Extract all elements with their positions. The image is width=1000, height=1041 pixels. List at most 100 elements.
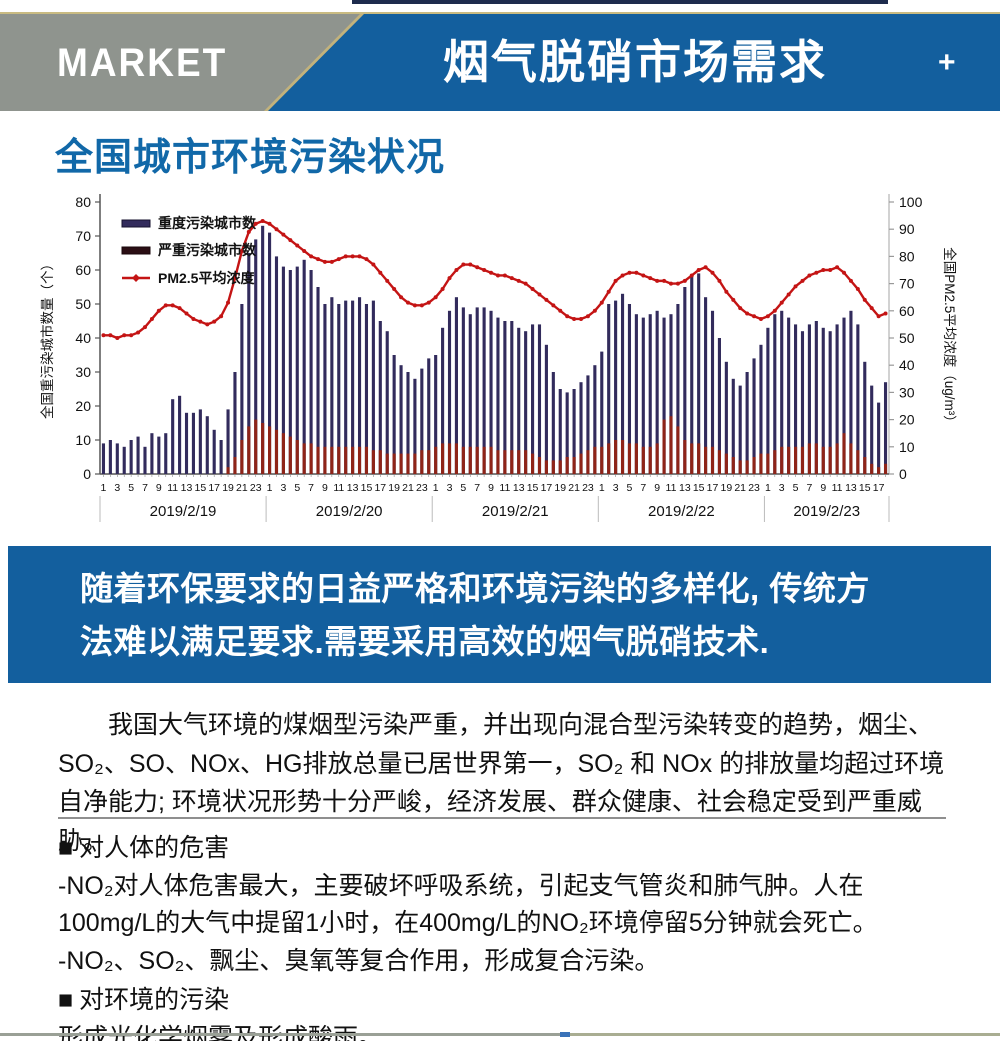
list-heading-human-text: 对人体的危害 <box>79 834 230 862</box>
svg-text:7: 7 <box>308 482 314 494</box>
svg-text:9: 9 <box>654 482 660 494</box>
section-title: 全国城市环境污染状况 <box>55 137 446 179</box>
list-item: -NO₂、SO₂、飘尘、臭氧等复合作用，形成复合污染。 <box>58 946 660 975</box>
svg-text:17: 17 <box>208 482 220 494</box>
svg-text:50: 50 <box>75 296 91 312</box>
svg-text:23: 23 <box>748 482 760 494</box>
svg-text:1: 1 <box>267 482 273 494</box>
list-item: -NO₂对人体危害最大，主要破坏呼吸系统，引起支气管炎和肺气肿。人在100mg/… <box>58 871 878 938</box>
svg-text:全国PM2.5平均浓度（ug/m³）: 全国PM2.5平均浓度（ug/m³） <box>942 247 958 429</box>
slide-title: 烟气脱硝市场需求 <box>443 36 827 88</box>
svg-text:2019/2/22: 2019/2/22 <box>648 503 715 520</box>
svg-text:2019/2/20: 2019/2/20 <box>316 503 383 520</box>
top-tan-line <box>0 12 1000 14</box>
svg-text:严重污染城市数: 严重污染城市数 <box>157 242 257 258</box>
svg-text:5: 5 <box>294 482 300 494</box>
svg-text:7: 7 <box>806 482 812 494</box>
svg-text:21: 21 <box>402 482 414 494</box>
pollution-chart: 0 10 20 30 40 50 60 70 80 0 10 20 30 40 50 60 70 80 90 100 全… <box>34 186 969 536</box>
svg-text:9: 9 <box>156 482 162 494</box>
svg-text:5: 5 <box>627 482 633 494</box>
svg-text:7: 7 <box>142 482 148 494</box>
svg-text:20: 20 <box>899 412 915 428</box>
svg-text:PM2.5平均浓度: PM2.5平均浓度 <box>158 270 255 286</box>
svg-text:9: 9 <box>820 482 826 494</box>
svg-text:23: 23 <box>582 482 594 494</box>
svg-text:11: 11 <box>167 482 178 494</box>
svg-text:90: 90 <box>899 221 915 237</box>
svg-text:15: 15 <box>693 482 705 494</box>
square-bullet-icon: ■ <box>58 986 74 1014</box>
svg-text:11: 11 <box>666 482 677 494</box>
svg-text:10: 10 <box>899 439 915 455</box>
svg-text:全国重污染城市数量（个）: 全国重污染城市数量（个） <box>39 257 55 419</box>
svg-text:1: 1 <box>599 482 605 494</box>
svg-text:19: 19 <box>721 482 733 494</box>
banner-text: 随着环保要求的日益严格和环境污染的多样化, 传统方 法难以满足要求.需要采用高效… <box>80 562 940 669</box>
svg-text:30: 30 <box>75 364 91 380</box>
svg-text:1: 1 <box>101 482 107 494</box>
footer-blue-marker <box>560 1032 570 1037</box>
svg-text:13: 13 <box>679 482 691 494</box>
svg-text:100: 100 <box>899 194 923 210</box>
svg-text:13: 13 <box>347 482 359 494</box>
svg-text:13: 13 <box>513 482 525 494</box>
svg-text:13: 13 <box>181 482 193 494</box>
svg-text:23: 23 <box>416 482 428 494</box>
svg-text:11: 11 <box>333 482 344 494</box>
banner-line-2: 法难以满足要求.需要采用高效的烟气脱硝技术. <box>80 623 770 661</box>
svg-text:30: 30 <box>899 384 915 400</box>
svg-text:15: 15 <box>527 482 539 494</box>
svg-text:1: 1 <box>433 482 439 494</box>
svg-text:21: 21 <box>568 482 580 494</box>
svg-text:15: 15 <box>195 482 207 494</box>
svg-text:40: 40 <box>899 357 915 373</box>
market-label: MARKET <box>57 40 228 85</box>
key-message-banner: 随着环保要求的日益严格和环境污染的多样化, 传统方 法难以满足要求.需要采用高效… <box>8 546 991 683</box>
svg-text:40: 40 <box>75 330 91 346</box>
svg-text:50: 50 <box>899 330 915 346</box>
svg-text:2019/2/23: 2019/2/23 <box>793 503 860 520</box>
svg-text:3: 3 <box>280 482 286 494</box>
svg-text:3: 3 <box>779 482 785 494</box>
svg-text:17: 17 <box>707 482 719 494</box>
square-bullet-icon: ■ <box>58 834 74 862</box>
svg-text:80: 80 <box>899 248 915 264</box>
banner-line-1: 随着环保要求的日益严格和环境污染的多样化, 传统方 <box>80 570 870 607</box>
svg-text:19: 19 <box>222 482 234 494</box>
svg-text:80: 80 <box>75 194 91 210</box>
svg-text:17: 17 <box>873 482 885 494</box>
header-band: MARKET 烟气脱硝市场需求 + <box>0 14 1000 111</box>
plus-icon: + <box>938 46 956 79</box>
svg-text:70: 70 <box>75 228 91 244</box>
svg-text:20: 20 <box>75 398 91 414</box>
svg-text:21: 21 <box>734 482 746 494</box>
svg-text:9: 9 <box>488 482 494 494</box>
svg-text:9: 9 <box>322 482 328 494</box>
svg-text:11: 11 <box>499 482 510 494</box>
svg-text:5: 5 <box>793 482 799 494</box>
svg-text:70: 70 <box>899 276 915 292</box>
svg-text:23: 23 <box>250 482 262 494</box>
list-heading-environment-text: 对环境的污染 <box>79 986 230 1014</box>
svg-text:10: 10 <box>75 432 91 448</box>
list-item: 形成光化学烟雾及形成酸雨。 <box>58 1020 958 1041</box>
svg-text:重度污染城市数: 重度污染城市数 <box>158 215 257 231</box>
svg-text:60: 60 <box>75 262 91 278</box>
svg-text:11: 11 <box>832 482 843 494</box>
body-paragraph: 我国大气环境的煤烟型污染严重，并出现向混合型污染转变的趋势，烟尘、SO₂、SO、… <box>58 711 945 855</box>
svg-text:60: 60 <box>899 303 915 319</box>
list-block: ■ 对人体的危害 -NO₂对人体危害最大，主要破坏呼吸系统，引起支气管炎和肺气肿。… <box>58 828 958 1041</box>
list-heading-environment: ■ 对环境的污染 <box>58 982 958 1020</box>
pollution-chart-svg: 0 10 20 30 40 50 60 70 80 0 10 20 30 40 50 60 70 80 90 100 全… <box>39 194 958 522</box>
svg-text:15: 15 <box>859 482 871 494</box>
svg-text:3: 3 <box>447 482 453 494</box>
footer-gray-bar <box>0 1033 560 1036</box>
svg-text:5: 5 <box>460 482 466 494</box>
svg-text:19: 19 <box>554 482 566 494</box>
svg-text:2019/2/21: 2019/2/21 <box>482 503 549 520</box>
svg-text:5: 5 <box>128 482 134 494</box>
svg-text:3: 3 <box>613 482 619 494</box>
svg-text:7: 7 <box>474 482 480 494</box>
